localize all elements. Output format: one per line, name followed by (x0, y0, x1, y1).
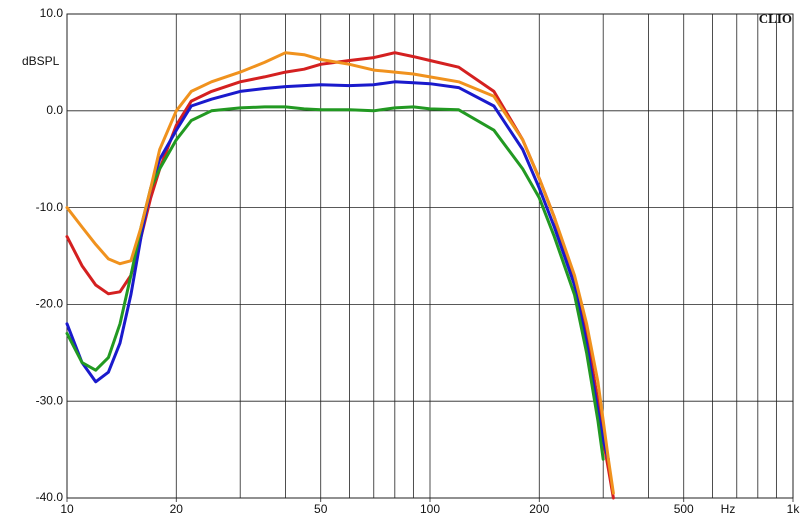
x-tick-label: 10 (60, 502, 74, 515)
y-tick-label: -20.0 (36, 297, 64, 311)
x-tick-label: 100 (420, 502, 440, 515)
brand-label: CLIO (759, 11, 792, 26)
y-tick-label: -30.0 (36, 393, 64, 407)
response-curve (65, 51, 615, 500)
x-tick-label: 50 (314, 502, 328, 515)
response-curve (65, 105, 605, 461)
x-tick-label: 1k (787, 502, 801, 515)
y-tick-label: -40.0 (36, 490, 64, 504)
x-tick-label: 500 (674, 502, 694, 515)
x-tick-label: 200 (529, 502, 549, 515)
y-axis-label: dBSPL (22, 54, 60, 68)
y-tick-label: -10.0 (36, 200, 64, 214)
response-curve (65, 80, 610, 461)
response-curve (65, 51, 615, 495)
x-axis-unit: Hz (721, 502, 736, 515)
y-tick-label: 10.0 (40, 6, 64, 20)
x-tick-label: 20 (170, 502, 184, 515)
plot-frame (66, 13, 794, 499)
y-tick-label: 0.0 (46, 103, 63, 117)
